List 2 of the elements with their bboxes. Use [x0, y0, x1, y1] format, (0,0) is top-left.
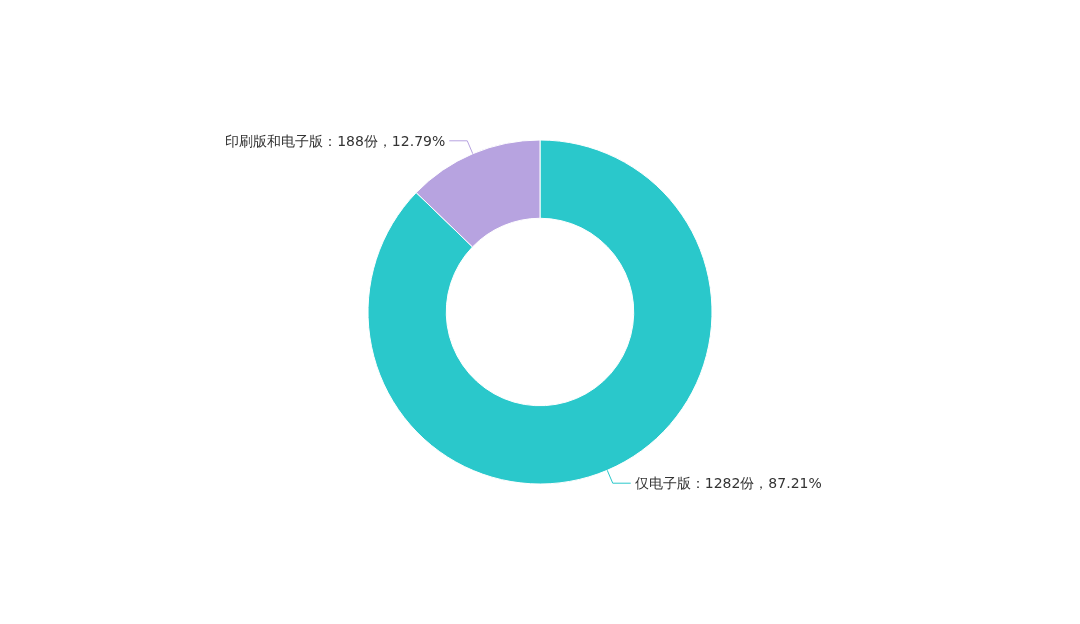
slice-label: 仅电子版：1282份，87.21% — [634, 475, 822, 492]
slice-label: 印刷版和电子版：188份，12.79% — [225, 132, 446, 149]
